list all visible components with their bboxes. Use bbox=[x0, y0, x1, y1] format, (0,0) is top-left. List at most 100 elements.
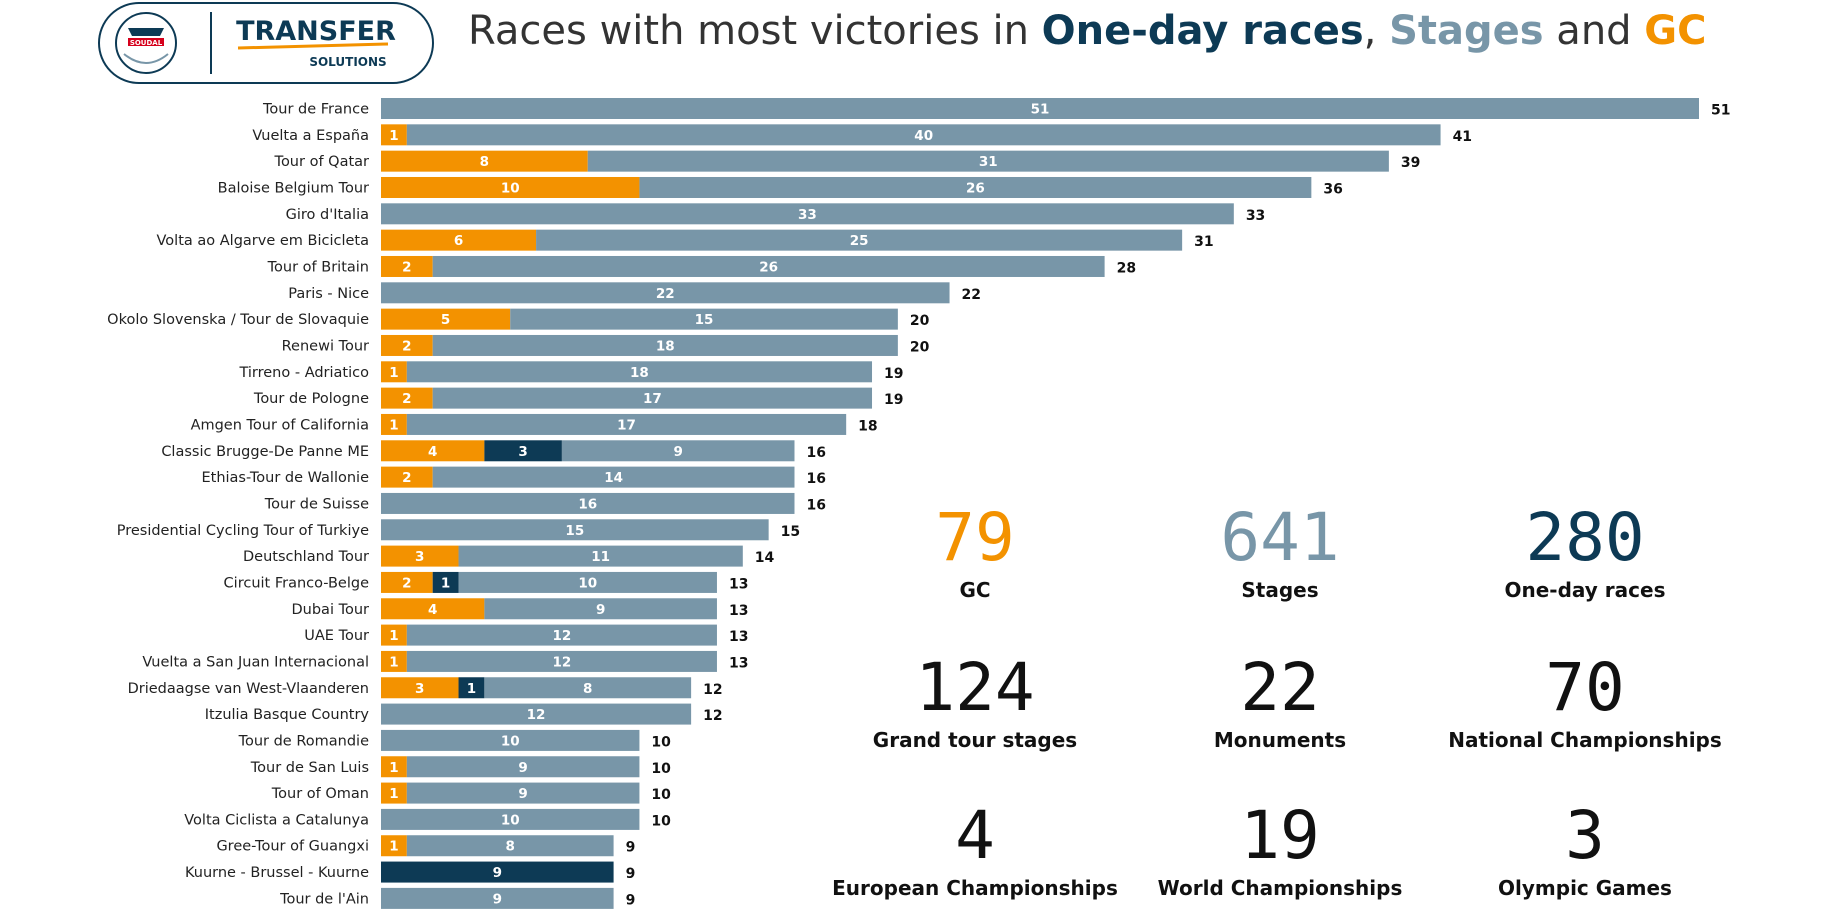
bar-segment bbox=[484, 440, 562, 462]
segment-value-label: 1 bbox=[467, 681, 476, 697]
segment-value-label: 9 bbox=[518, 786, 527, 802]
team-logo: SOUDAL TRANSFER SOLUTIONS bbox=[98, 2, 434, 84]
bar-segment bbox=[381, 466, 433, 488]
total-value-label: 12 bbox=[703, 708, 722, 724]
stat-label: Stages bbox=[1241, 578, 1319, 602]
category-label: Tour de Romandie bbox=[238, 733, 369, 749]
stat-value: 79 bbox=[935, 499, 1015, 576]
segment-value-label: 2 bbox=[402, 470, 411, 486]
segment-value-label: 3 bbox=[415, 549, 424, 565]
segment-value-label: 1 bbox=[441, 575, 450, 591]
bar-segment bbox=[458, 677, 485, 699]
segment-value-label: 9 bbox=[673, 444, 682, 460]
team-badge-icon: SOUDAL bbox=[115, 12, 177, 74]
segment-value-label: 14 bbox=[604, 470, 623, 486]
bar-segment bbox=[381, 308, 511, 330]
bar-segment bbox=[587, 150, 1389, 172]
stat-value: 3 bbox=[1565, 797, 1605, 874]
bar-segment bbox=[381, 756, 407, 778]
segment-value-label: 12 bbox=[553, 628, 572, 644]
total-value-label: 16 bbox=[806, 471, 825, 487]
total-value-label: 20 bbox=[910, 313, 930, 329]
bar-segment bbox=[381, 519, 769, 541]
bar-segment bbox=[458, 571, 717, 593]
stat-card: 641 Stages bbox=[1120, 502, 1440, 603]
stat-card: 4 European Championships bbox=[815, 797, 1135, 901]
total-value-label: 10 bbox=[651, 734, 671, 750]
segment-value-label: 26 bbox=[759, 259, 778, 275]
bar-segment bbox=[381, 255, 433, 277]
total-value-label: 14 bbox=[755, 550, 775, 566]
category-label: Paris - Nice bbox=[288, 286, 369, 302]
bar-segment bbox=[381, 650, 407, 672]
segment-value-label: 8 bbox=[480, 154, 489, 170]
segment-value-label: 10 bbox=[501, 733, 520, 749]
bar-segment bbox=[381, 545, 459, 567]
category-label: Tour de Suisse bbox=[264, 496, 369, 512]
stat-card: 124 Grand tour stages bbox=[815, 649, 1135, 753]
bar-segment bbox=[381, 835, 407, 857]
category-label: Okolo Slovenska / Tour de Slovaquie bbox=[107, 312, 369, 328]
stat-label: Grand tour stages bbox=[872, 728, 1078, 752]
total-value-label: 18 bbox=[858, 418, 877, 434]
bar-segment bbox=[432, 387, 873, 409]
category-label: Tour de France bbox=[262, 102, 369, 118]
category-label: Tirreno - Adriatico bbox=[238, 365, 369, 381]
category-label: Renewi Tour bbox=[282, 338, 369, 354]
segment-value-label: 10 bbox=[501, 180, 520, 196]
bar-segment bbox=[484, 598, 717, 620]
bar-segment bbox=[406, 624, 717, 646]
total-value-label: 13 bbox=[729, 655, 748, 671]
segment-value-label: 1 bbox=[389, 786, 398, 802]
total-value-label: 16 bbox=[806, 445, 825, 461]
stat-card: 22 Monuments bbox=[1120, 652, 1440, 753]
stat-value: 124 bbox=[915, 649, 1035, 726]
category-label: Tour de San Luis bbox=[250, 760, 369, 776]
bar-segment bbox=[381, 229, 537, 251]
stat-card: 70 National Championships bbox=[1425, 649, 1745, 753]
stat-label: National Championships bbox=[1448, 728, 1722, 752]
bar-segment bbox=[381, 387, 433, 409]
category-label: Tour of Britain bbox=[267, 259, 369, 275]
bar-segment bbox=[432, 255, 1105, 277]
total-value-label: 33 bbox=[1246, 208, 1265, 224]
segment-value-label: 1 bbox=[389, 839, 398, 855]
bar-segment bbox=[381, 150, 588, 172]
title-stages: Stages bbox=[1389, 8, 1544, 54]
stat-value: 70 bbox=[1545, 649, 1625, 726]
segment-value-label: 51 bbox=[1031, 102, 1050, 118]
segment-value-label: 2 bbox=[402, 259, 411, 275]
bar-segment bbox=[381, 598, 485, 620]
segment-value-label: 4 bbox=[428, 444, 437, 460]
segment-value-label: 1 bbox=[389, 654, 398, 670]
bar-segment bbox=[561, 440, 795, 462]
segment-value-label: 1 bbox=[389, 128, 398, 144]
bar-segment bbox=[510, 308, 898, 330]
segment-value-label: 15 bbox=[695, 312, 714, 328]
bar-segment bbox=[381, 282, 950, 304]
bar-segment bbox=[381, 203, 1234, 225]
segment-value-label: 9 bbox=[493, 891, 502, 907]
bar-segment bbox=[406, 361, 873, 383]
segment-value-label: 16 bbox=[578, 496, 597, 512]
bar-segment bbox=[381, 361, 407, 383]
total-value-label: 13 bbox=[729, 603, 748, 619]
stat-label: Monuments bbox=[1213, 728, 1347, 752]
bar-segment bbox=[381, 571, 433, 593]
segment-value-label: 22 bbox=[656, 286, 675, 302]
segment-value-label: 3 bbox=[518, 444, 527, 460]
segment-value-label: 12 bbox=[553, 654, 572, 670]
segment-value-label: 40 bbox=[914, 128, 933, 144]
bar-segment bbox=[484, 677, 692, 699]
stat-label: European Championships bbox=[832, 876, 1118, 900]
category-label: Volta Ciclista a Catalunya bbox=[184, 812, 369, 828]
title-sep: , bbox=[1363, 8, 1390, 54]
bar-segment bbox=[381, 677, 459, 699]
stat-value: 4 bbox=[955, 797, 995, 874]
total-value-label: 12 bbox=[703, 682, 722, 698]
bar-segment bbox=[381, 729, 640, 751]
total-value-label: 41 bbox=[1453, 129, 1472, 145]
category-label: Amgen Tour of California bbox=[191, 417, 369, 433]
segment-value-label: 9 bbox=[493, 865, 502, 881]
total-value-label: 13 bbox=[729, 576, 748, 592]
